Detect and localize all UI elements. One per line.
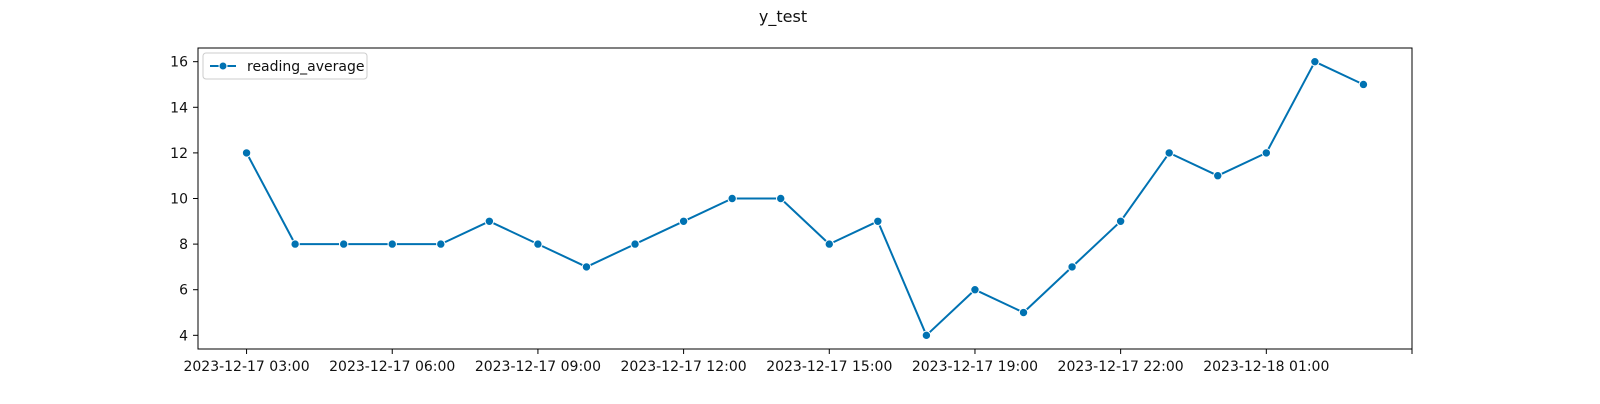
series-line-reading-average xyxy=(245,60,1365,337)
x-tick-label: 2023-12-17 12:00 xyxy=(621,359,747,375)
data-point xyxy=(1115,216,1126,227)
y-axis: 4 6 8 10 12 14 16 xyxy=(170,55,198,344)
legend: reading_average xyxy=(202,52,368,80)
data-point xyxy=(484,216,495,227)
y-tick-label: 12 xyxy=(170,146,188,162)
data-point xyxy=(630,239,640,249)
legend-marker xyxy=(218,61,228,71)
data-point xyxy=(776,193,786,204)
data-point xyxy=(533,239,543,249)
x-tick-label: 2023-12-17 03:00 xyxy=(183,359,309,375)
data-point xyxy=(824,239,834,249)
data-point xyxy=(387,239,397,249)
data-point xyxy=(1310,56,1320,67)
chart-title: y_test xyxy=(759,7,807,27)
data-point xyxy=(873,216,883,227)
data-point xyxy=(436,239,446,249)
legend-box xyxy=(202,52,368,80)
y-tick-label: 8 xyxy=(179,237,188,253)
legend-label: reading_average xyxy=(247,59,365,75)
x-tick-label: 2023-12-17 15:00 xyxy=(766,359,892,375)
y-tick-label: 10 xyxy=(170,192,188,208)
data-point xyxy=(338,239,349,249)
series-layer xyxy=(241,56,1369,341)
x-axis: 2023-12-17 03:00 2023-12-17 06:00 2023-12-… xyxy=(183,349,1413,375)
data-point xyxy=(970,285,980,295)
x-tick-label: 2023-12-17 09:00 xyxy=(475,359,601,375)
data-point xyxy=(1164,148,1174,158)
data-point xyxy=(241,148,252,158)
data-point xyxy=(921,330,932,341)
x-tick-label: 2023-12-17 19:00 xyxy=(912,359,1038,375)
data-point xyxy=(1213,170,1223,181)
data-point xyxy=(678,216,689,227)
plot-area xyxy=(197,47,1413,350)
y-tick-label: 14 xyxy=(170,100,188,116)
data-point xyxy=(1067,262,1077,272)
data-point xyxy=(1018,307,1029,318)
y-tick-label: 4 xyxy=(179,328,188,344)
data-point xyxy=(1261,148,1272,158)
data-point xyxy=(727,193,737,204)
x-tick-label: 2023-12-17 06:00 xyxy=(329,359,455,375)
data-point xyxy=(581,262,592,272)
y-tick-label: 6 xyxy=(179,283,188,299)
data-point xyxy=(1358,79,1369,90)
x-tick-label: 2023-12-17 22:00 xyxy=(1058,359,1184,375)
y-tick-label: 16 xyxy=(170,55,188,71)
data-point xyxy=(290,239,300,249)
x-tick-label: 2023-12-18 01:00 xyxy=(1203,359,1329,375)
